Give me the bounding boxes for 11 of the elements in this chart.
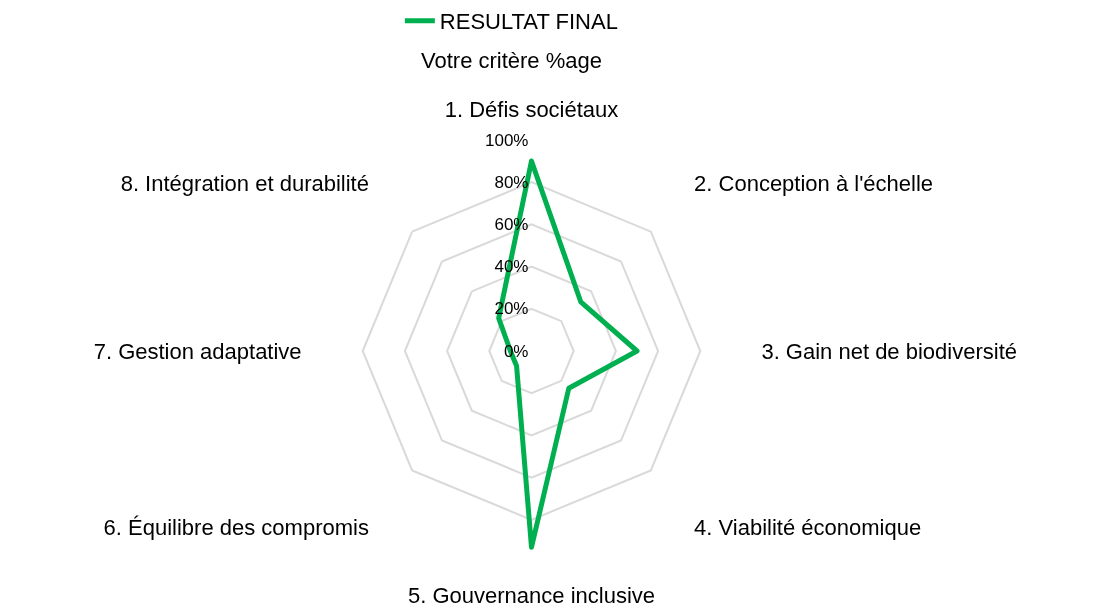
spoke-label: 8. Intégration et durabilité <box>120 170 369 196</box>
spoke-label: 4. Viabilité économique <box>694 514 922 540</box>
spoke-label: 1. Défis sociétaux <box>444 96 619 122</box>
spoke-label: 6. Équilibre des compromis <box>103 514 369 540</box>
legend-label: RESULTAT FINAL <box>439 9 618 35</box>
spoke-label: 7. Gestion adaptative <box>93 338 302 364</box>
text: Votre critère %age <box>421 48 602 73</box>
spoke-label: 2. Conception à l'échelle <box>694 170 934 196</box>
spoke-label: 5. Gouvernance inclusive <box>407 582 656 608</box>
y-tick-label: 100% <box>484 130 529 150</box>
spoke-label: 3. Gain net de biodiversité <box>761 338 1018 364</box>
